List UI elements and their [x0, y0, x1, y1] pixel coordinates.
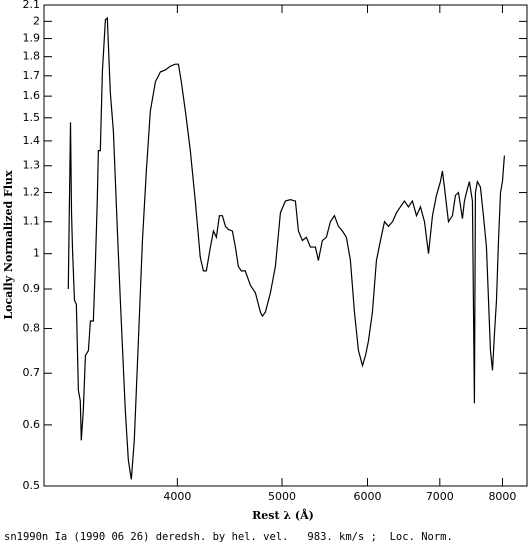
y-tick-label: 1.9: [23, 32, 41, 45]
y-tick-label: 1.8: [23, 50, 41, 63]
y-tick-label: 1.3: [23, 159, 41, 172]
y-tick-label: 2.1: [23, 0, 41, 11]
y-tick-label: 1: [33, 247, 40, 260]
y-tick-label: 1.1: [23, 215, 41, 228]
y-tick-label: 0.5: [23, 479, 41, 492]
y-tick-label: 0.8: [23, 321, 41, 334]
y-axis-label: Locally Normalized Flux: [2, 170, 15, 320]
y-tick-label: 0.9: [23, 282, 41, 295]
y-tick-label: 1.5: [23, 111, 41, 124]
y-tick-label: 1.7: [23, 69, 41, 82]
y-tick-label: 1.4: [23, 134, 41, 147]
x-axis-label: Rest λ (Å): [252, 508, 314, 522]
y-tick-label: 2: [33, 14, 40, 27]
x-tick-label: 8000: [488, 490, 516, 503]
y-tick-label: 0.7: [23, 366, 41, 379]
y-tick-label: 1.6: [23, 89, 41, 102]
x-tick-label: 7000: [426, 490, 454, 503]
plot-frame: [43, 4, 528, 487]
x-tick-label: 5000: [268, 490, 296, 503]
spectrum-line: [67, 16, 506, 480]
footer: sn1990n Ia (1990 06 26) deredsh. by hel.…: [4, 531, 453, 543]
y-tick-label: 1.2: [23, 186, 41, 199]
x-tick-label: 4000: [163, 490, 191, 503]
x-tick-label: 6000: [354, 490, 382, 503]
y-tick-label: 0.6: [23, 418, 41, 431]
